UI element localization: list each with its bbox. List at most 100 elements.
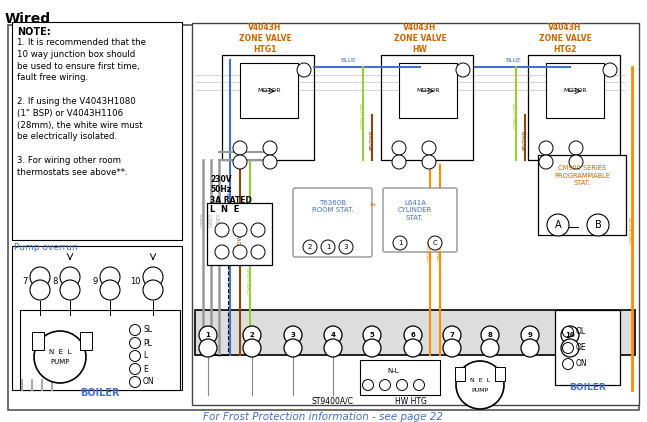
Circle shape — [324, 339, 342, 357]
Circle shape — [251, 223, 265, 237]
Text: OE: OE — [576, 344, 587, 352]
Circle shape — [143, 267, 163, 287]
Text: HW HTG: HW HTG — [395, 397, 427, 406]
Text: GREY: GREY — [217, 213, 221, 227]
Text: G/YELLOW: G/YELLOW — [248, 266, 252, 294]
Circle shape — [129, 338, 140, 349]
Text: A: A — [554, 220, 562, 230]
Text: V4043H
ZONE VALVE
HTG1: V4043H ZONE VALVE HTG1 — [239, 23, 291, 54]
Text: 10: 10 — [131, 278, 141, 287]
Text: PL: PL — [143, 338, 152, 347]
Circle shape — [561, 339, 579, 357]
Bar — [381, 55, 473, 160]
Bar — [538, 155, 626, 235]
Circle shape — [363, 339, 381, 357]
Circle shape — [562, 359, 573, 370]
Circle shape — [481, 326, 499, 344]
Circle shape — [393, 236, 407, 250]
Text: BOILER: BOILER — [569, 383, 606, 392]
Text: GREY: GREY — [208, 213, 214, 227]
Text: ST9400A/C: ST9400A/C — [311, 397, 353, 406]
Bar — [20, 310, 180, 390]
Text: T6360B
ROOM STAT.: T6360B ROOM STAT. — [312, 200, 354, 214]
Bar — [555, 310, 620, 385]
Circle shape — [284, 339, 302, 357]
Text: 9: 9 — [93, 278, 98, 287]
Circle shape — [143, 280, 163, 300]
Text: BROWN: BROWN — [523, 130, 527, 150]
Circle shape — [129, 363, 140, 374]
Text: NOTE:: NOTE: — [17, 27, 50, 37]
Circle shape — [34, 331, 86, 383]
Text: 8: 8 — [52, 278, 58, 287]
Text: 2: 2 — [308, 244, 313, 250]
Text: V4043H
ZONE VALVE
HW: V4043H ZONE VALVE HW — [393, 23, 446, 54]
Bar — [195, 310, 635, 355]
Circle shape — [481, 339, 499, 357]
Text: B: B — [595, 220, 601, 230]
Text: Pump overrun: Pump overrun — [14, 243, 78, 252]
Circle shape — [521, 326, 539, 344]
Text: 1: 1 — [398, 240, 402, 246]
Text: 1: 1 — [325, 244, 330, 250]
Bar — [207, 203, 272, 265]
Text: MOTOR: MOTOR — [564, 88, 587, 93]
Circle shape — [562, 343, 573, 354]
Text: 230V
50Hz
3A RATED: 230V 50Hz 3A RATED — [210, 175, 252, 205]
Circle shape — [443, 339, 461, 357]
Circle shape — [539, 155, 553, 169]
Circle shape — [404, 339, 422, 357]
Text: PUMP: PUMP — [472, 389, 488, 393]
Circle shape — [561, 326, 579, 344]
Circle shape — [539, 141, 553, 155]
Circle shape — [413, 379, 424, 390]
Text: GREY: GREY — [201, 213, 206, 227]
Circle shape — [251, 245, 265, 259]
Circle shape — [562, 327, 573, 338]
Circle shape — [422, 155, 436, 169]
Text: MOTOR: MOTOR — [416, 88, 440, 93]
Text: PUMP: PUMP — [50, 359, 70, 365]
Bar — [455, 367, 465, 381]
Text: For Frost Protection information - see page 22: For Frost Protection information - see p… — [203, 412, 443, 422]
Text: 4: 4 — [331, 332, 336, 338]
Circle shape — [456, 361, 504, 409]
Text: OL: OL — [576, 327, 586, 336]
Text: 6: 6 — [411, 332, 415, 338]
Text: MOTOR: MOTOR — [258, 88, 281, 93]
Text: ON: ON — [143, 378, 155, 387]
Text: 7: 7 — [23, 278, 28, 287]
Circle shape — [321, 240, 335, 254]
Text: BLUE: BLUE — [340, 58, 356, 63]
Text: 10: 10 — [565, 332, 575, 338]
Circle shape — [233, 245, 247, 259]
Text: 9: 9 — [527, 332, 532, 338]
Circle shape — [404, 326, 422, 344]
Text: ON: ON — [576, 360, 587, 368]
Circle shape — [284, 326, 302, 344]
Bar — [399, 63, 457, 118]
Bar — [12, 22, 182, 240]
Bar — [222, 55, 314, 160]
Text: 3: 3 — [344, 244, 348, 250]
Circle shape — [129, 325, 140, 335]
Bar — [360, 360, 440, 395]
Bar — [192, 23, 639, 405]
Text: 1: 1 — [206, 332, 210, 338]
Text: CM900 SERIES
PROGRAMMABLE
STAT.: CM900 SERIES PROGRAMMABLE STAT. — [554, 165, 610, 186]
Text: N  E  L: N E L — [49, 349, 71, 355]
Circle shape — [603, 63, 617, 77]
Circle shape — [263, 155, 277, 169]
Circle shape — [100, 280, 120, 300]
Circle shape — [303, 240, 317, 254]
Text: ORANGE: ORANGE — [630, 216, 635, 243]
Text: **: ** — [370, 203, 377, 209]
Circle shape — [129, 351, 140, 362]
Circle shape — [521, 339, 539, 357]
Circle shape — [380, 379, 391, 390]
Text: 8: 8 — [488, 332, 492, 338]
Circle shape — [233, 223, 247, 237]
Bar — [80, 332, 92, 350]
Circle shape — [569, 155, 583, 169]
Circle shape — [456, 63, 470, 77]
